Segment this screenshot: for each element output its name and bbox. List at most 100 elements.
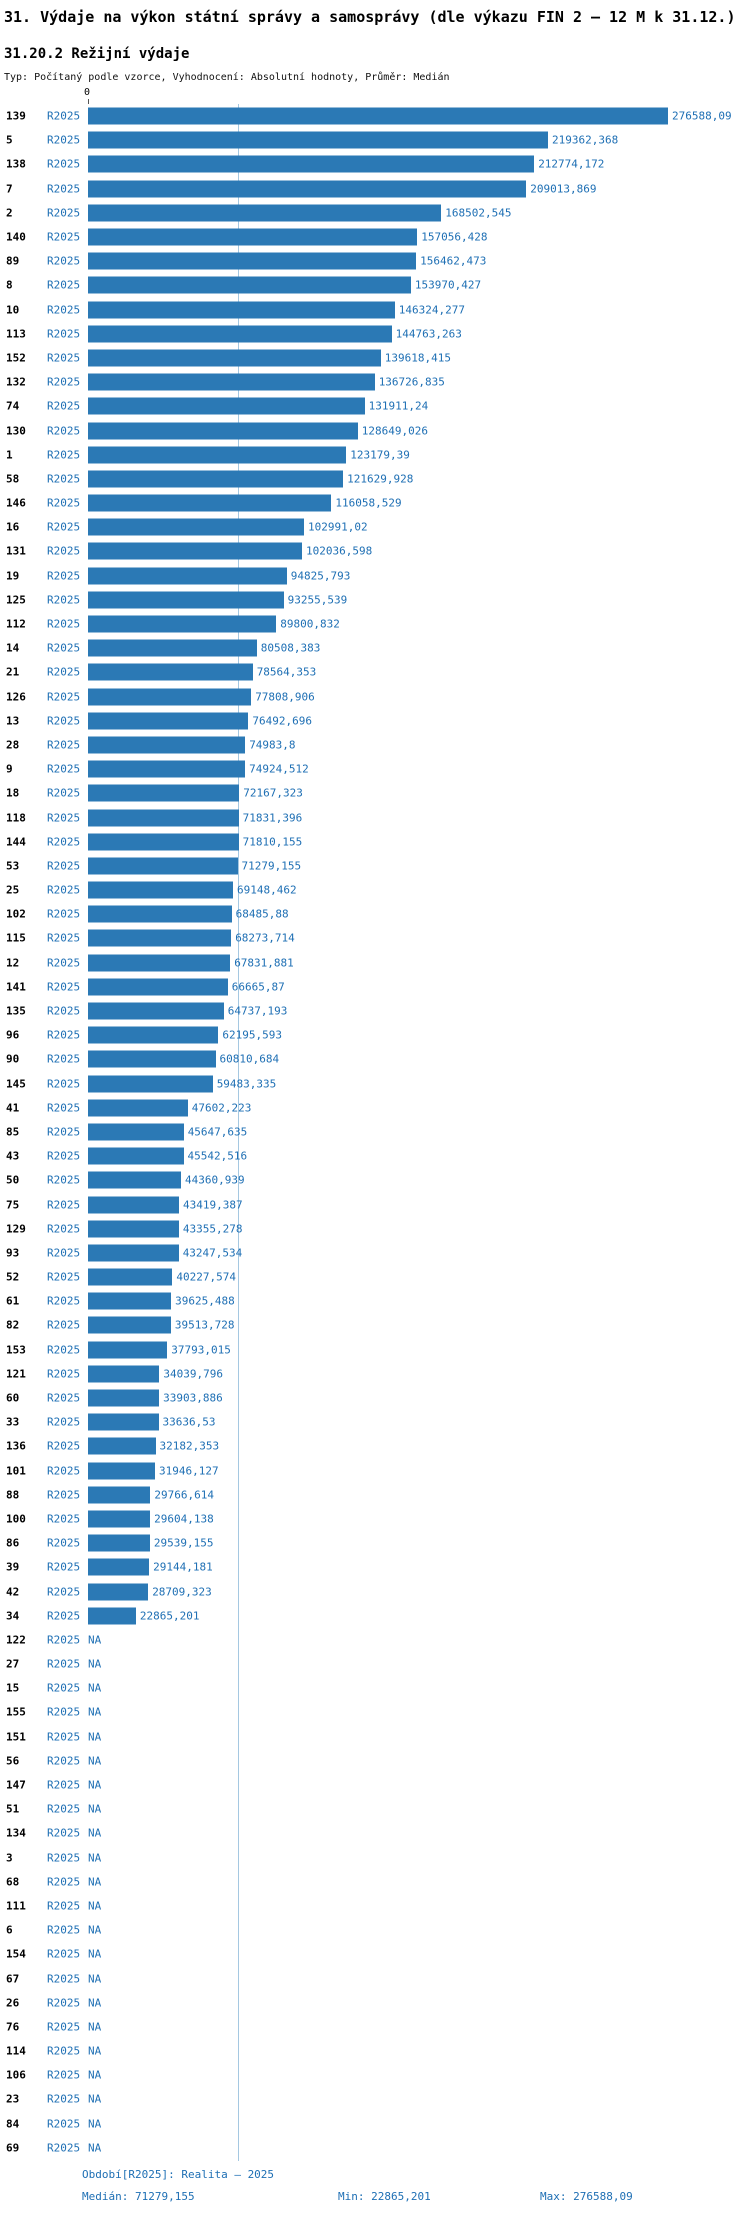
- row-label: 93: [6, 1246, 20, 1260]
- value-bar[interactable]: [88, 663, 253, 681]
- value-bar[interactable]: [88, 1534, 150, 1552]
- row-value-na: NA: [88, 2092, 102, 2106]
- row-label: 115: [6, 931, 26, 945]
- value-bar[interactable]: [88, 446, 347, 464]
- chart-row: 134 R2025 NA: [0, 1821, 750, 1845]
- value-bar[interactable]: [88, 1171, 181, 1189]
- axis-zero-label: 0: [84, 87, 91, 98]
- value-bar[interactable]: [88, 1002, 224, 1020]
- row-series-label: R2025: [47, 2092, 81, 2106]
- value-bar[interactable]: [88, 180, 527, 198]
- chart-row: 60 R2025 33903,886: [0, 1386, 750, 1410]
- value-bar[interactable]: [88, 1486, 151, 1504]
- row-label: 13: [6, 714, 20, 728]
- chart-row: 101 R2025 31946,127: [0, 1459, 750, 1483]
- value-bar[interactable]: [88, 833, 239, 851]
- value-bar[interactable]: [88, 736, 246, 754]
- value-bar[interactable]: [88, 1147, 184, 1165]
- value-bar[interactable]: [88, 494, 332, 512]
- value-bar[interactable]: [88, 905, 232, 923]
- value-bar[interactable]: [88, 1099, 188, 1117]
- value-bar[interactable]: [88, 1510, 151, 1528]
- row-label: 85: [6, 1125, 20, 1139]
- value-bar[interactable]: [88, 252, 417, 270]
- value-bar[interactable]: [88, 809, 239, 827]
- value-bar[interactable]: [88, 1341, 168, 1359]
- value-bar[interactable]: [88, 978, 228, 996]
- value-bar[interactable]: [88, 591, 284, 609]
- value-bar[interactable]: [88, 1050, 216, 1068]
- value-bar[interactable]: [88, 954, 231, 972]
- value-bar[interactable]: [88, 688, 252, 706]
- row-value: 45647,635: [187, 1125, 248, 1139]
- value-bar[interactable]: [88, 131, 548, 149]
- chart-row: 14 R2025 80508,383: [0, 636, 750, 660]
- footer-median: Medián: 71279,155: [82, 2190, 195, 2203]
- value-bar[interactable]: [88, 518, 304, 536]
- value-bar[interactable]: [88, 1196, 179, 1214]
- chart-row: 140 R2025 157056,428: [0, 225, 750, 249]
- value-bar[interactable]: [88, 107, 668, 125]
- value-bar[interactable]: [88, 422, 358, 440]
- value-bar[interactable]: [88, 1462, 155, 1480]
- row-label: 15: [6, 1681, 20, 1695]
- row-label: 53: [6, 859, 20, 873]
- row-label: 19: [6, 569, 20, 583]
- value-bar[interactable]: [88, 397, 365, 415]
- row-series-label: R2025: [47, 1657, 81, 1671]
- value-bar[interactable]: [88, 1268, 173, 1286]
- value-bar[interactable]: [88, 857, 238, 875]
- chart-row: 39 R2025 29144,181: [0, 1555, 750, 1579]
- value-bar[interactable]: [88, 276, 411, 294]
- value-bar[interactable]: [88, 470, 344, 488]
- value-bar[interactable]: [88, 929, 232, 947]
- value-bar[interactable]: [88, 760, 246, 778]
- value-bar[interactable]: [88, 1607, 136, 1625]
- chart-row: 25 R2025 69148,462: [0, 878, 750, 902]
- row-series-label: R2025: [47, 1343, 81, 1357]
- value-bar[interactable]: [88, 1389, 160, 1407]
- value-bar[interactable]: [88, 1123, 184, 1141]
- value-bar[interactable]: [88, 881, 233, 899]
- value-bar[interactable]: [88, 228, 418, 246]
- value-bar[interactable]: [88, 784, 240, 802]
- value-bar[interactable]: [88, 712, 249, 730]
- row-label: 138: [6, 157, 26, 171]
- chart-row: 141 R2025 66665,87: [0, 975, 750, 999]
- value-bar[interactable]: [88, 542, 302, 560]
- value-bar[interactable]: [88, 1365, 160, 1383]
- value-bar[interactable]: [88, 1026, 219, 1044]
- chart-row: 50 R2025 44360,939: [0, 1168, 750, 1192]
- row-series-label: R2025: [47, 1802, 81, 1816]
- row-label: 114: [6, 2044, 26, 2058]
- value-bar[interactable]: [88, 155, 535, 173]
- value-bar[interactable]: [88, 1316, 171, 1334]
- row-label: 88: [6, 1488, 20, 1502]
- value-bar[interactable]: [88, 349, 381, 367]
- value-bar[interactable]: [88, 204, 442, 222]
- row-series-label: R2025: [47, 1972, 81, 1986]
- row-series-label: R2025: [47, 1464, 81, 1478]
- value-bar[interactable]: [88, 301, 395, 319]
- value-bar[interactable]: [88, 1075, 213, 1093]
- value-bar[interactable]: [88, 567, 287, 585]
- row-label: 58: [6, 472, 20, 486]
- value-bar[interactable]: [88, 615, 277, 633]
- value-bar[interactable]: [88, 1244, 179, 1262]
- value-bar[interactable]: [88, 1413, 159, 1431]
- value-bar[interactable]: [88, 1437, 156, 1455]
- value-bar[interactable]: [88, 1558, 150, 1576]
- row-label: 33: [6, 1415, 20, 1429]
- value-bar[interactable]: [88, 325, 392, 343]
- value-bar[interactable]: [88, 1220, 179, 1238]
- chart-row: 58 R2025 121629,928: [0, 467, 750, 491]
- row-label: 28: [6, 738, 20, 752]
- row-series-label: R2025: [47, 762, 81, 776]
- value-bar[interactable]: [88, 1583, 149, 1601]
- chart-meta: Typ: Počítaný podle vzorce, Vyhodnocení:…: [4, 72, 450, 83]
- value-bar[interactable]: [88, 373, 375, 391]
- row-series-label: R2025: [47, 351, 81, 365]
- chart-row: 129 R2025 43355,278: [0, 1217, 750, 1241]
- value-bar[interactable]: [88, 1292, 172, 1310]
- value-bar[interactable]: [88, 639, 257, 657]
